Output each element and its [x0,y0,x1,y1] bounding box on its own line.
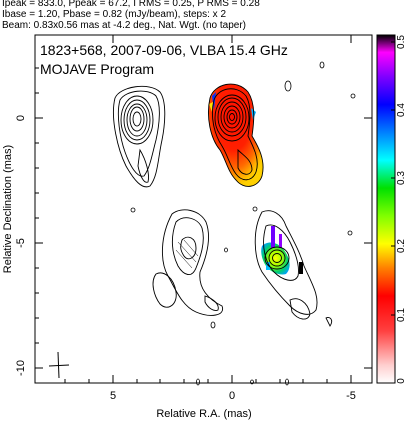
header-line-2: Ibase = 1.20, Pbase = 0.82 (mJy/beam), s… [2,9,227,20]
colorbar-ticks [391,41,395,384]
y-tick-label: -5 [15,238,27,248]
intensity-contours-core [208,83,264,187]
intensity-contours-lower-left [152,209,224,316]
y-tick-label: -10 [15,360,27,376]
x-tick-label: 5 [110,390,116,402]
beam-cross [48,351,70,379]
isolated-contours [130,61,356,386]
map-subtitle: MOJAVE Program [40,61,154,77]
colorbar-tick-label: 0.1 [396,308,407,322]
map-title: 1823+568, 2007-09-06, VLBA 15.4 GHz [40,42,288,58]
plot-frame [34,34,373,384]
header-line-3: Beam: 0.83x0.56 mas at -4.2 deg., Nat. W… [2,20,247,31]
colorbar-tick-label: 0 [396,378,407,384]
axis-ticks [35,35,372,383]
y-tick-label: 0 [15,115,27,121]
polarization-knot [261,226,303,275]
colorbar-tick-label: 0.3 [396,171,407,185]
x-tick-label: -5 [346,390,356,402]
x-axis-label: Relative R.A. (mas) [156,408,251,420]
intensity-contours-left [113,85,166,188]
intensity-contours-lower-right [254,210,333,327]
header-line-1: Ipeak = 833.0, Ppeak = 67.2, I RMS = 0.2… [2,0,260,9]
x-tick-label: 0 [229,390,235,402]
colorbar-tick-label: 0.5 [396,35,407,49]
colorbar-tick-label: 0.4 [396,103,407,117]
colorbar [376,34,396,384]
colorbar-tick-label: 0.2 [396,239,407,253]
y-axis-label: Relative Declination (mas) [2,145,14,273]
